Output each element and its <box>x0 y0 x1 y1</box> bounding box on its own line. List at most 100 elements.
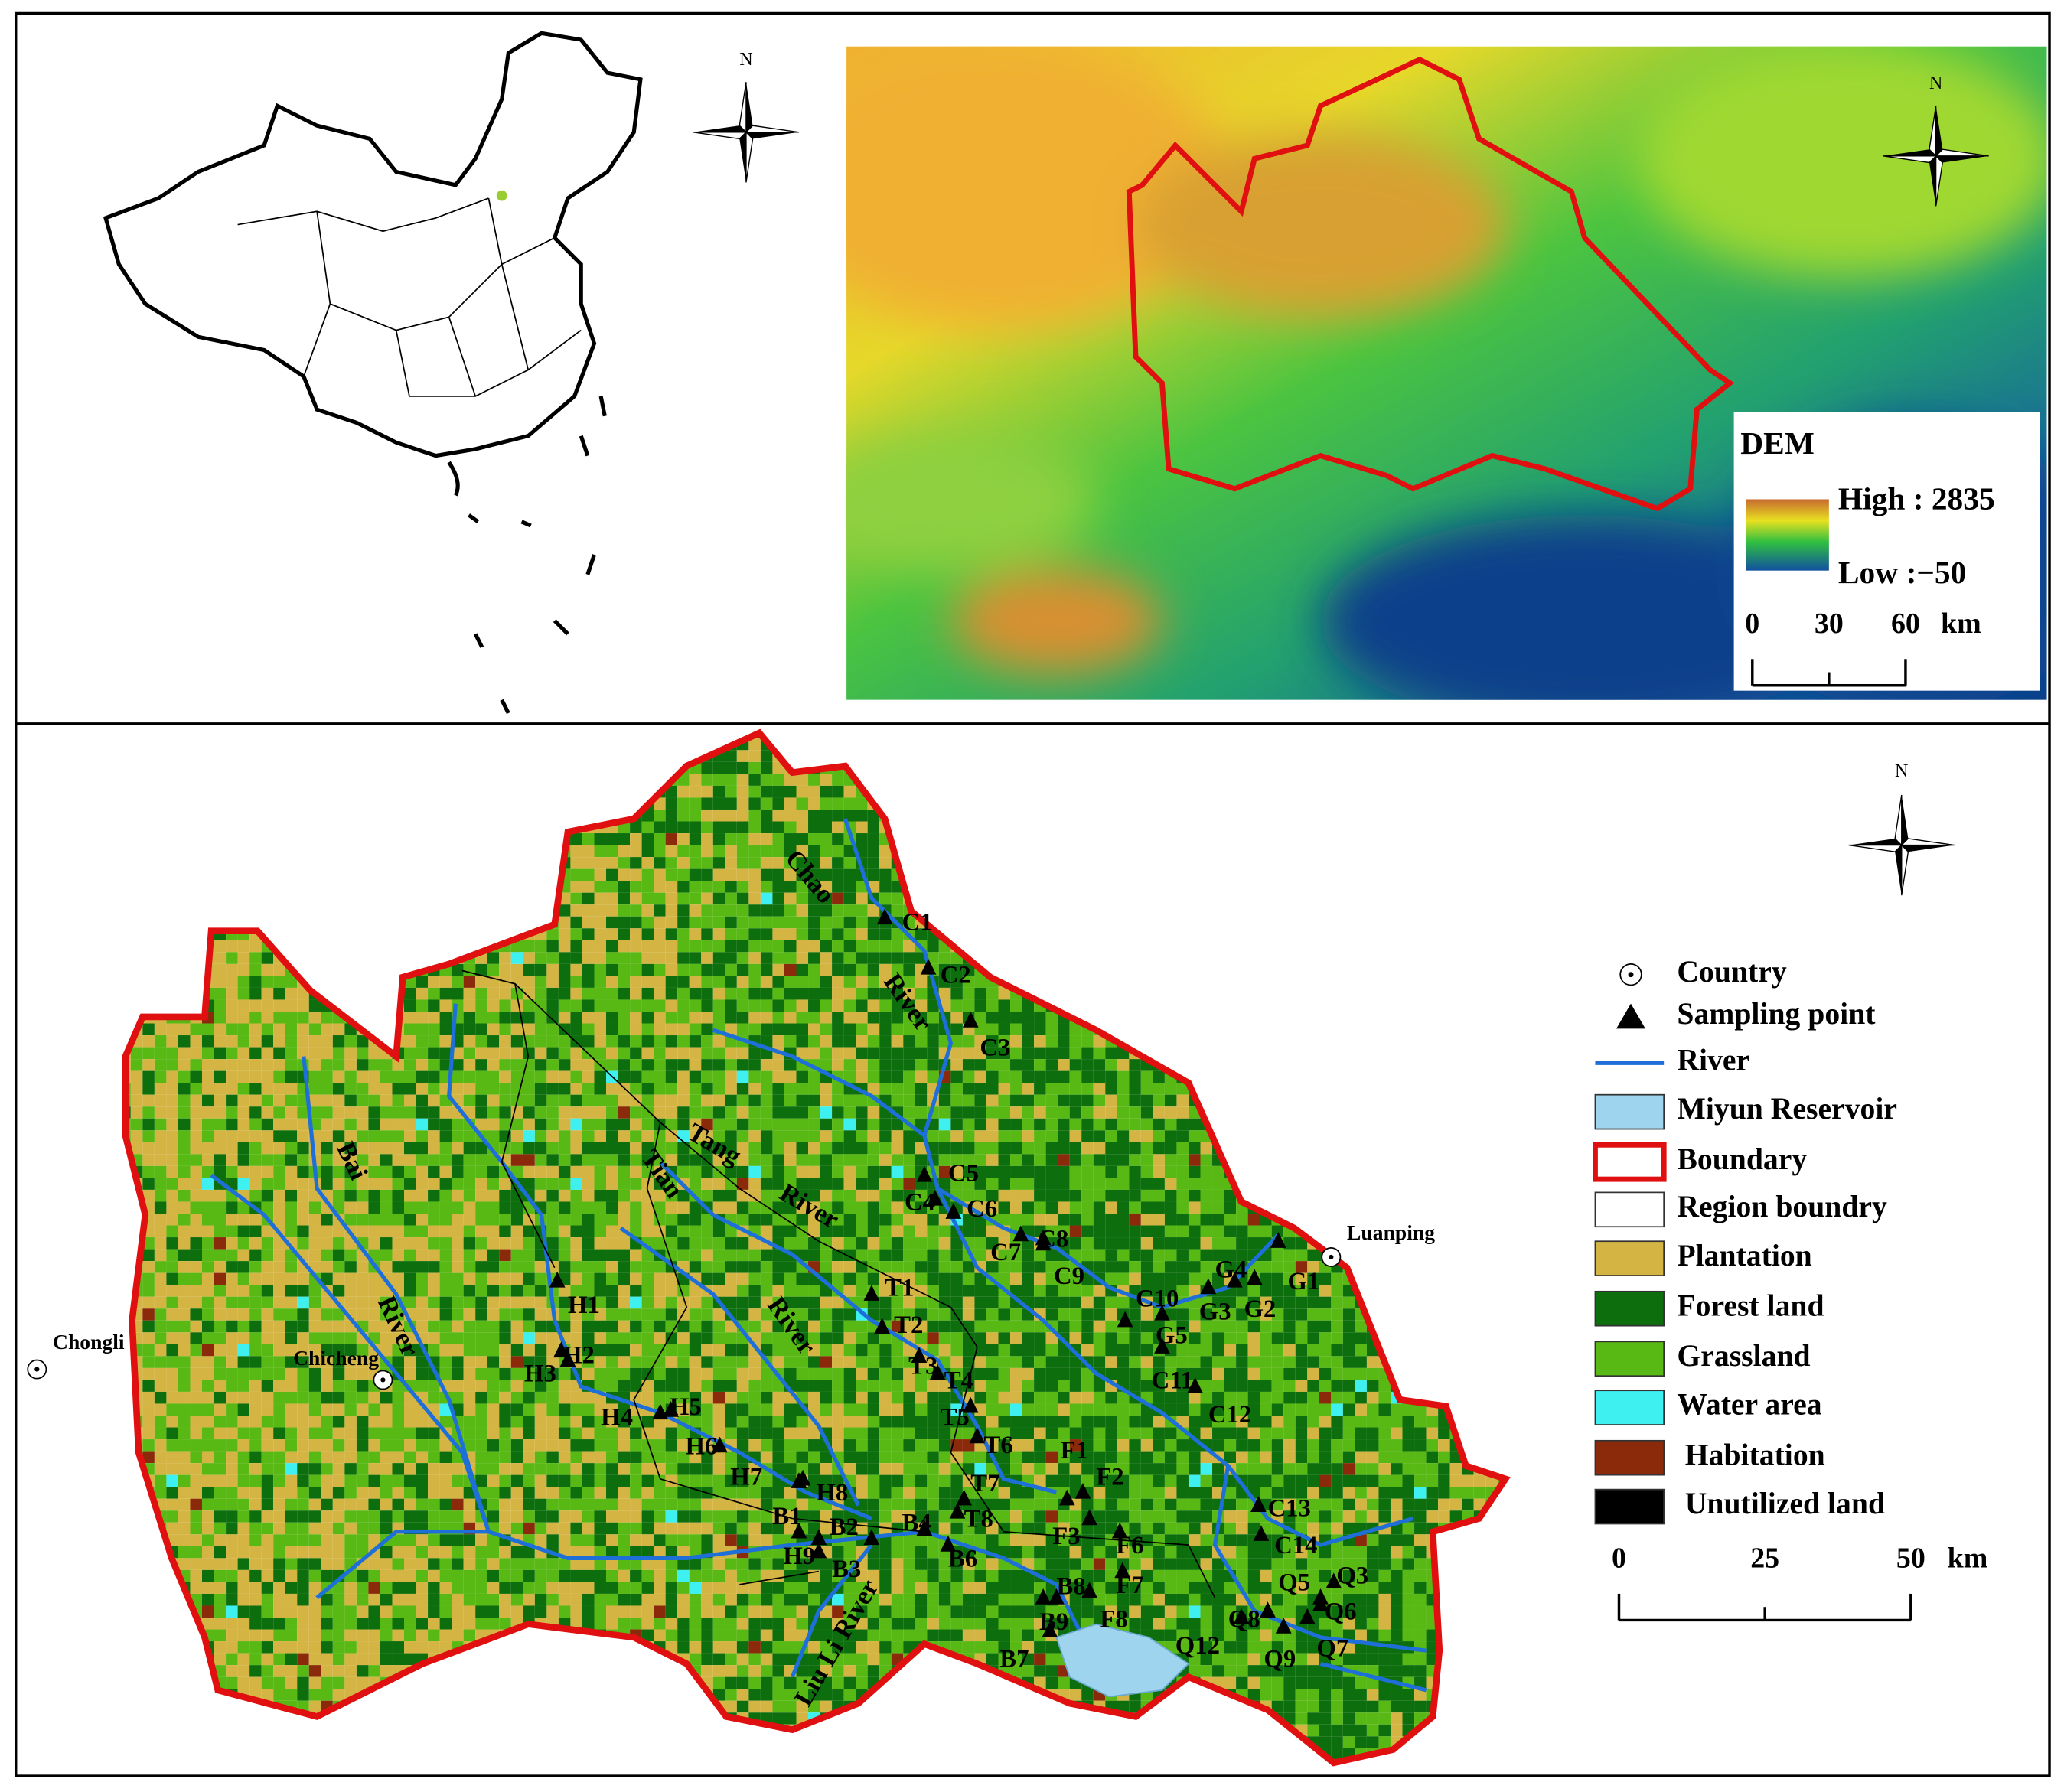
landuse-cell <box>428 1083 440 1095</box>
landuse-cell <box>856 1154 868 1166</box>
landuse-cell <box>677 904 690 917</box>
landuse-cell <box>654 1201 666 1214</box>
landuse-cell <box>986 1083 999 1095</box>
landuse-cell <box>594 785 607 798</box>
landuse-cell <box>510 1035 523 1048</box>
landuse-cell <box>962 928 975 940</box>
landuse-cell <box>820 1165 833 1178</box>
landuse-cell <box>1176 1142 1189 1155</box>
landuse-cell <box>689 904 702 917</box>
landuse-cell <box>1438 732 1450 738</box>
landuse-cell <box>1438 916 1450 929</box>
landuse-cell <box>1462 916 1474 929</box>
landuse-cell <box>475 857 487 869</box>
landuse-cell <box>784 845 797 858</box>
landuse-cell <box>344 857 357 869</box>
landuse-cell <box>452 1213 464 1226</box>
landuse-cell <box>618 761 631 774</box>
landuse-cell <box>1462 797 1474 810</box>
landuse-cell <box>214 1106 227 1119</box>
landuse-cell <box>974 1083 986 1095</box>
landuse-cell <box>1236 1106 1248 1119</box>
china-map <box>103 31 643 715</box>
landuse-cell <box>677 1047 690 1060</box>
landuse-cell <box>1093 845 1106 858</box>
landuse-cell <box>1497 1094 1506 1107</box>
landuse-cell <box>641 821 654 834</box>
landuse-cell <box>1402 1118 1415 1131</box>
landuse-cell <box>475 963 487 976</box>
landuse-cell <box>1509 999 1521 1012</box>
landuse-cell <box>1164 1035 1177 1048</box>
landuse-cell <box>1022 1189 1035 1202</box>
landuse-cell <box>1509 1095 1521 1107</box>
landuse-cell <box>404 952 416 964</box>
landuse-cell <box>630 1023 642 1036</box>
landuse-cell <box>630 1154 642 1166</box>
landuse-cell <box>974 1059 986 1071</box>
landuse-cell <box>962 999 975 1012</box>
landuse-cell <box>202 1059 214 1071</box>
landuse-cell <box>1473 940 1486 953</box>
landuse-cell <box>416 1011 429 1024</box>
landuse-cell <box>261 738 274 751</box>
landuse-cell <box>1355 916 1367 929</box>
landuse-cell <box>356 785 369 798</box>
landuse-cell <box>487 1106 500 1119</box>
landuse-cell <box>1129 963 1141 976</box>
landuse-cell <box>832 963 844 976</box>
landuse-cell <box>1378 1070 1391 1083</box>
landuse-cell <box>784 809 797 822</box>
landuse-cell <box>237 1011 250 1024</box>
landuse-cell <box>938 916 951 929</box>
landuse-cell <box>463 916 476 929</box>
landuse-cell <box>1010 1118 1022 1131</box>
landuse-cell <box>1378 1083 1391 1095</box>
landuse-cell <box>237 1142 250 1155</box>
landuse-cell <box>249 797 262 810</box>
landuse-cell <box>356 1225 369 1238</box>
landuse-cell <box>1509 1130 1521 1142</box>
landuse-cell <box>1509 1106 1521 1119</box>
landuse-cell <box>808 1165 820 1178</box>
landuse-cell <box>1117 1070 1130 1083</box>
landuse-cell <box>166 738 178 751</box>
landuse-cell <box>654 1070 666 1083</box>
landuse-cell <box>1331 1165 1343 1178</box>
landuse-cell <box>606 916 618 929</box>
landuse-cell <box>1497 1189 1506 1202</box>
landuse-cell <box>1058 1106 1070 1119</box>
landuse-cell <box>618 1023 631 1036</box>
landuse-cell <box>1224 1023 1237 1036</box>
landuse-cell <box>558 1059 571 1071</box>
landuse-cell <box>1153 738 1165 751</box>
landuse-cell <box>760 845 773 858</box>
landuse-cell <box>1378 928 1391 940</box>
landuse-cell <box>380 821 393 834</box>
landuse-cell <box>1307 1094 1319 1107</box>
landuse-cell <box>606 1011 618 1024</box>
landuse-cell <box>226 1023 238 1036</box>
landuse-cell <box>1045 987 1058 1000</box>
landuse-cell <box>428 738 440 751</box>
landuse-cell <box>760 1189 773 1202</box>
landuse-cell <box>356 1047 369 1060</box>
landuse-cell <box>832 1011 844 1024</box>
landuse-cell <box>1010 1023 1022 1036</box>
landuse-cell <box>1236 916 1248 929</box>
landuse-cell <box>404 732 416 738</box>
landuse-cell <box>915 761 928 774</box>
landuse-cell <box>570 976 582 988</box>
landuse-cell <box>1366 1189 1379 1202</box>
landuse-cell <box>237 1035 250 1048</box>
landuse-cell <box>938 963 951 976</box>
landuse-cell <box>452 1047 464 1060</box>
landuse-cell <box>332 1118 345 1131</box>
landuse-cell <box>368 732 380 738</box>
landuse-cell <box>1390 1178 1403 1190</box>
landuse-cell <box>867 963 880 976</box>
landuse-cell <box>938 904 951 917</box>
landuse-cell <box>510 1213 523 1226</box>
landuse-cell <box>1497 821 1506 834</box>
landuse-cell <box>344 1142 357 1155</box>
